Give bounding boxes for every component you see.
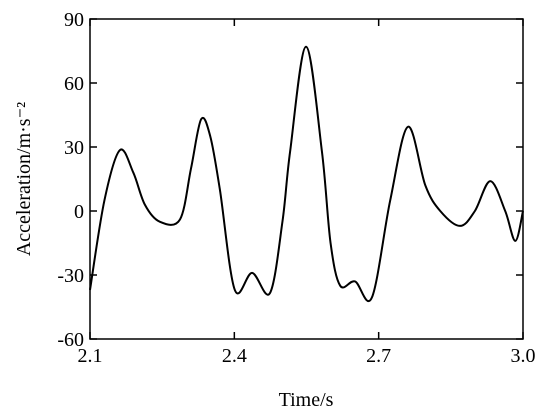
x-tick-label: 3.0	[511, 345, 536, 367]
line	[89, 45, 524, 302]
y-tick-label: 0	[74, 201, 84, 223]
x-tick-label: 2.1	[78, 345, 103, 367]
x-tick-label: 2.7	[366, 345, 391, 367]
y-tick-label: 90	[64, 9, 84, 31]
y-tick-label: -30	[57, 265, 84, 287]
y-tick-label: -60	[57, 329, 84, 351]
x-axis-label: Time/s	[279, 389, 334, 411]
y-axis-label: Acceleration/m·s⁻²	[13, 102, 35, 256]
y-tick-label: 30	[64, 137, 84, 159]
plot-frame	[89, 18, 524, 340]
y-tick-label: 60	[64, 73, 84, 95]
x-tick-label: 2.4	[222, 345, 247, 367]
